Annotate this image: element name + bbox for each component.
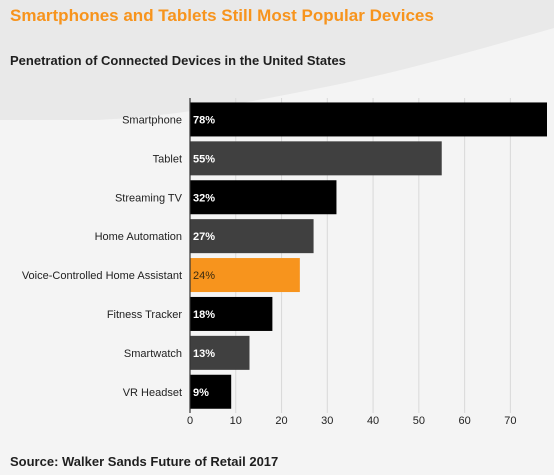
data-label: 13%	[193, 348, 215, 360]
page-title: Smartphones and Tablets Still Most Popul…	[10, 6, 434, 25]
x-tick-label: 10	[230, 415, 242, 427]
x-tick-label: 50	[413, 415, 425, 427]
x-tick-label: 40	[367, 415, 379, 427]
category-label: Smartwatch	[124, 348, 182, 360]
data-label: 55%	[193, 153, 215, 165]
data-label: 24%	[193, 270, 215, 282]
category-label: Streaming TV	[115, 192, 183, 204]
category-label: VR Headset	[123, 387, 182, 399]
bar-voice-controlled-home-assistant	[190, 258, 300, 293]
bar-vr-headset	[190, 374, 232, 409]
category-label: Voice-Controlled Home Assistant	[22, 270, 182, 282]
data-label: 18%	[193, 309, 215, 321]
bar-smartwatch	[190, 335, 250, 370]
bar-smartphone	[190, 102, 547, 137]
category-label: Fitness Tracker	[107, 309, 183, 321]
x-tick-label: 60	[458, 415, 470, 427]
source-note: Source: Walker Sands Future of Retail 20…	[10, 454, 279, 469]
category-label: Tablet	[153, 153, 182, 165]
bar-fitness-tracker	[190, 296, 273, 331]
chart-subtitle: Penetration of Connected Devices in the …	[10, 53, 346, 68]
category-label: Smartphone	[122, 114, 182, 126]
x-tick-label: 30	[321, 415, 333, 427]
bar-tablet	[190, 141, 442, 176]
x-tick-label: 20	[275, 415, 287, 427]
bar-streaming-tv	[190, 180, 337, 215]
data-label: 78%	[193, 114, 215, 126]
category-label: Home Automation	[95, 231, 182, 243]
x-tick-label: 0	[187, 415, 193, 427]
data-label: 9%	[193, 387, 209, 399]
bar-home-automation	[190, 219, 314, 254]
data-label: 32%	[193, 192, 215, 204]
data-label: 27%	[193, 231, 215, 243]
x-tick-label: 70	[504, 415, 516, 427]
